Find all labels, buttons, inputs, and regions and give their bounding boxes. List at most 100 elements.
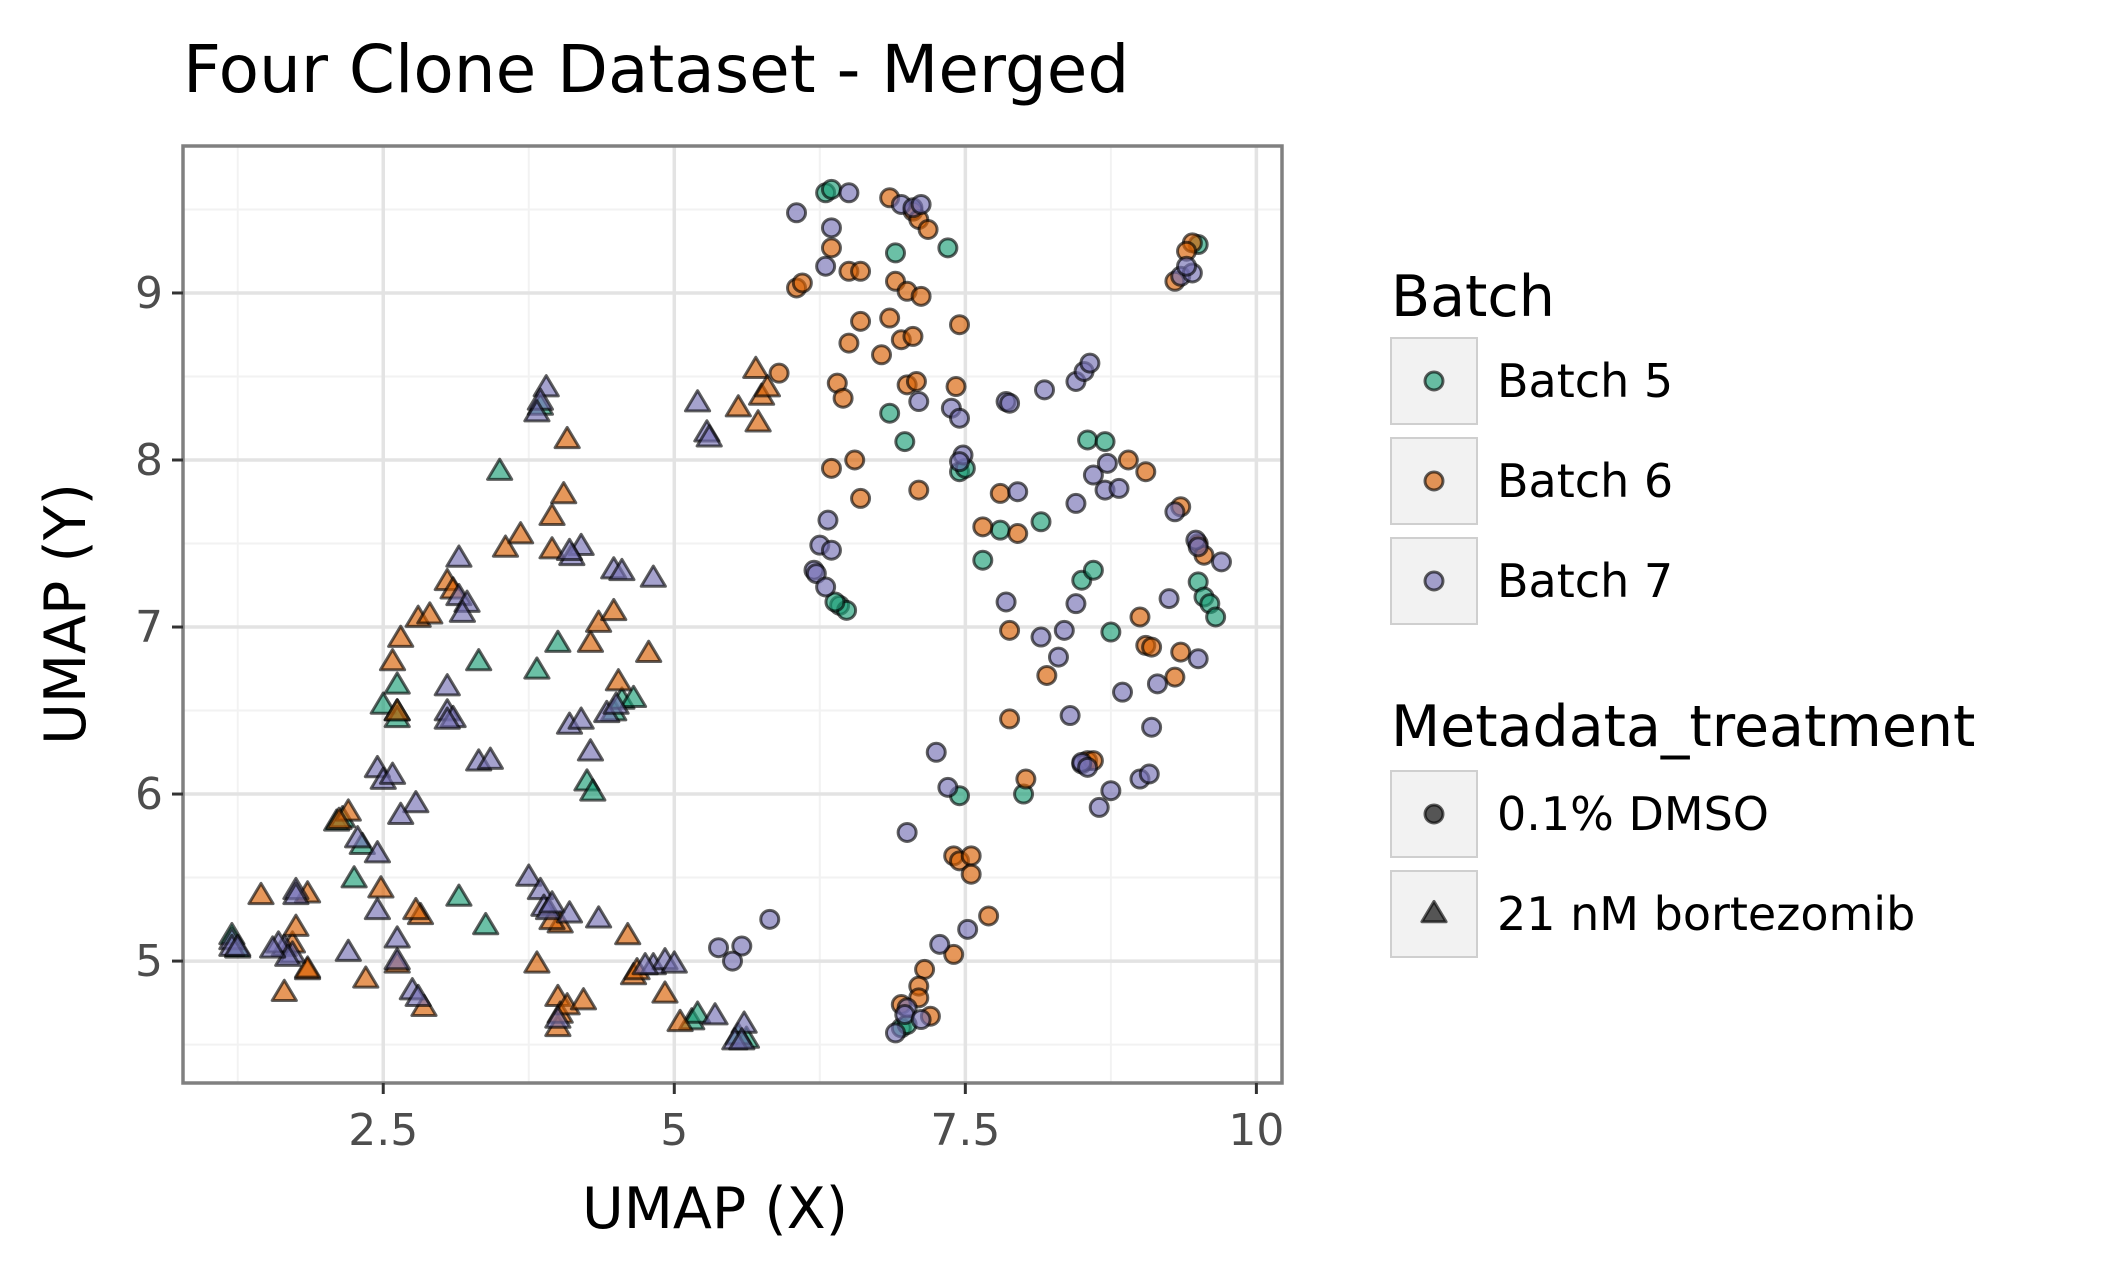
data-point-triangle xyxy=(334,938,362,962)
legend-entry-label: Batch 6 xyxy=(1497,454,1673,508)
data-point-circle xyxy=(910,1009,932,1031)
data-point-circle xyxy=(791,272,813,294)
data-point-circle xyxy=(999,619,1021,641)
data-point-circle xyxy=(844,449,866,471)
data-point-triangle xyxy=(683,1000,712,1024)
data-point-circle xyxy=(1065,492,1087,514)
data-point-triangle xyxy=(683,389,712,413)
data-point-triangle xyxy=(383,671,411,695)
data-point-triangle xyxy=(486,457,514,481)
data-point-circle xyxy=(1007,481,1029,503)
data-point-circle xyxy=(905,371,927,393)
data-point-circle xyxy=(949,407,971,429)
data-point-triangle xyxy=(402,896,430,921)
data-point-circle xyxy=(850,487,872,509)
y-tick-label: 6 xyxy=(135,769,163,820)
data-point-circle xyxy=(902,325,924,347)
data-point-triangle xyxy=(614,921,642,946)
data-point-circle xyxy=(838,182,860,204)
legend-title: Batch xyxy=(1391,264,1555,330)
data-point-triangle xyxy=(619,684,648,709)
data-point-triangle xyxy=(472,911,500,936)
data-point-circle xyxy=(949,451,971,473)
data-point-triangle xyxy=(387,801,415,825)
data-point-circle xyxy=(937,237,959,259)
data-point-circle xyxy=(972,516,994,538)
data-point-triangle xyxy=(744,409,772,433)
legend-key-circle xyxy=(1423,470,1445,492)
data-point-circle xyxy=(884,1022,906,1044)
data-point-triangle xyxy=(569,987,598,1011)
data-point-circle xyxy=(815,255,837,277)
data-point-triangle xyxy=(325,806,353,830)
x-axis: 2.5 5 7.5 10 xyxy=(348,1083,1284,1156)
data-point-circle xyxy=(1082,559,1104,581)
data-point-circle xyxy=(1079,352,1101,374)
x-axis-label: UMAP (X) xyxy=(582,1176,848,1242)
data-point-circle xyxy=(1065,593,1087,615)
data-point-circle xyxy=(1112,681,1134,703)
y-tick-label: 5 xyxy=(135,936,163,987)
y-tick-label: 7 xyxy=(135,602,163,653)
data-point-circle xyxy=(1030,626,1052,648)
data-point-circle xyxy=(1077,756,1099,778)
data-point-triangle xyxy=(523,950,551,974)
legend-key-box xyxy=(1390,337,1478,425)
data-point-circle xyxy=(1141,716,1163,738)
legend-entry-label: 21 nM bortezomib xyxy=(1497,887,1915,941)
data-point-circle xyxy=(896,821,918,843)
legend-entry-label: Batch 7 xyxy=(1497,554,1673,608)
data-point-triangle xyxy=(433,673,461,697)
data-point-triangle xyxy=(224,933,252,957)
data-point-circle xyxy=(1100,621,1122,643)
data-point-triangle xyxy=(538,502,566,526)
minor-gridlines xyxy=(183,146,1282,1083)
data-point-triangle xyxy=(416,601,444,625)
data-point-triangle xyxy=(651,980,679,1004)
data-point-circle xyxy=(759,908,781,930)
data-point-triangle xyxy=(282,881,310,906)
data-point-triangle xyxy=(507,521,535,545)
data-point-triangle xyxy=(544,629,572,653)
data-point-triangle xyxy=(538,536,566,560)
y-axis-label: UMAP (Y) xyxy=(33,483,99,745)
data-point-circle xyxy=(945,376,967,398)
data-point-triangle xyxy=(579,778,607,802)
data-point-triangle xyxy=(404,983,432,1008)
data-point-triangle xyxy=(631,952,659,976)
legend-entry-label: Batch 5 xyxy=(1497,354,1673,408)
data-point-circle xyxy=(1158,588,1180,610)
data-point-triangle xyxy=(701,1002,729,1026)
data-point-circle xyxy=(1210,551,1232,573)
chart-title: Four Clone Dataset - Merged xyxy=(183,31,1129,108)
data-point-circle xyxy=(1096,452,1118,474)
data-point-triangle xyxy=(247,881,275,906)
data-point-circle xyxy=(1170,641,1192,663)
data-point-triangle xyxy=(523,656,551,680)
legend-key-circle xyxy=(1423,370,1445,392)
data-point-circle xyxy=(999,392,1021,414)
data-point-triangle xyxy=(728,1027,756,1051)
data-point-circle xyxy=(925,741,947,763)
y-axis: 5 6 7 8 9 xyxy=(135,268,183,987)
data-point-circle xyxy=(786,202,808,224)
legend: Batch Batch 5 Batch 6 Batch 7 Metadata_treat… xyxy=(1390,264,1975,958)
data-point-circle xyxy=(1205,606,1227,628)
data-point-triangle xyxy=(378,648,407,672)
data-point-triangle xyxy=(550,481,578,505)
data-point-circle xyxy=(1135,461,1157,483)
data-point-circle xyxy=(949,314,971,336)
x-tick-label: 10 xyxy=(1228,1105,1284,1156)
data-point-triangle xyxy=(639,564,667,588)
data-point-triangle xyxy=(742,355,770,380)
data-point-circle xyxy=(1146,673,1168,695)
data-point-circle xyxy=(879,307,901,329)
legend-key-circle xyxy=(1423,803,1445,825)
data-point-triangle xyxy=(270,978,298,1002)
data-point-circle xyxy=(871,344,893,366)
data-point-circle xyxy=(1077,429,1099,451)
data-point-circle xyxy=(1094,431,1116,453)
data-point-circle xyxy=(894,431,916,453)
data-point-triangle xyxy=(402,790,430,814)
data-point-circle xyxy=(731,935,753,957)
